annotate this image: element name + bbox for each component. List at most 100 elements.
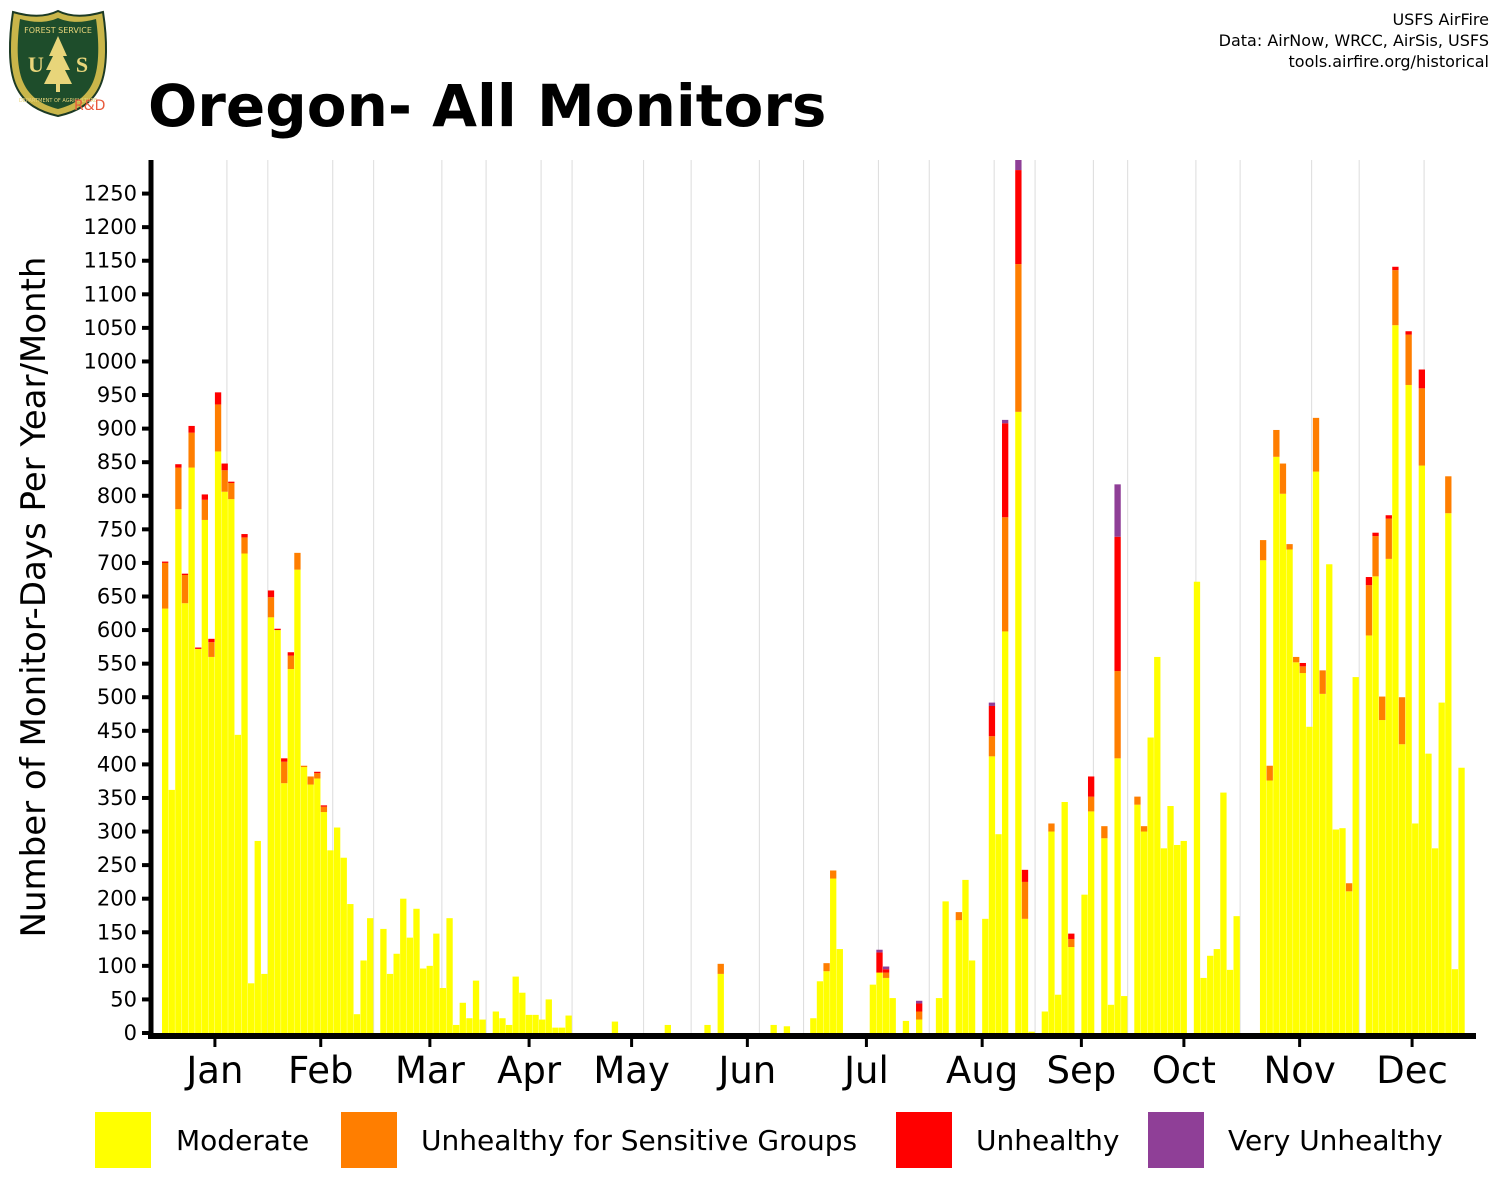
bar-segment-very-unhealthy (1015, 160, 1022, 171)
y-tick-label: 850 (97, 450, 137, 474)
bar-segment-moderate (472, 980, 480, 1033)
bar-segment-moderate (459, 1002, 466, 1033)
bar-segment-unhealthy-for-sensitive-groups (1293, 656, 1300, 663)
bar-segment-very-unhealthy (1002, 419, 1009, 424)
bar-segment-moderate (1379, 720, 1386, 1033)
bar-segment-moderate (1121, 996, 1128, 1033)
bar-segment-moderate (935, 998, 943, 1033)
bar-segment-moderate (704, 1024, 711, 1033)
bar-segment-moderate (1041, 1011, 1048, 1033)
bar-segment-moderate (380, 928, 387, 1033)
bar-segment-unhealthy (1418, 369, 1426, 389)
bar-segment-moderate (869, 984, 877, 1033)
bar-segment-moderate (1438, 702, 1445, 1033)
bar-segment-unhealthy (274, 628, 281, 631)
logo-rd-label: R&D (74, 98, 106, 114)
bar-segment-moderate (1332, 829, 1340, 1033)
bar-segment-moderate (1312, 471, 1320, 1034)
bar-segment-unhealthy-for-sensitive-groups (1140, 826, 1148, 832)
y-tick-label: 1200 (84, 215, 137, 239)
bar-segment-moderate (1445, 513, 1452, 1033)
bar-segment-moderate (823, 971, 830, 1033)
bar-segment-unhealthy-for-sensitive-groups (1015, 264, 1022, 412)
bar-segment-unhealthy (281, 758, 288, 762)
bar-segment-moderate (1345, 891, 1353, 1033)
bar-segment-unhealthy (214, 392, 222, 405)
legend-label-unhealthy: Unhealthy (976, 1124, 1120, 1157)
grid-lines (226, 160, 1425, 1033)
bar-segment-unhealthy (195, 647, 202, 649)
bar-segment-unhealthy-for-sensitive-groups (228, 483, 235, 500)
bar-segment-moderate (228, 499, 235, 1033)
bar-segment-moderate (1081, 894, 1088, 1033)
legend-label-very-unhealthy: Very Unhealthy (1228, 1124, 1443, 1157)
bar-segment-unhealthy (1068, 933, 1075, 939)
y-tick-label: 1100 (84, 282, 137, 306)
bar-segment-moderate (1299, 673, 1306, 1033)
bar-segment-moderate (247, 983, 255, 1033)
bar-segment-moderate (201, 519, 208, 1033)
chart-title: Oregon- All Monitors (148, 72, 827, 140)
bar-segment-very-unhealthy (988, 702, 996, 706)
bar-segment-moderate (1418, 465, 1426, 1033)
bar-segment-moderate (1140, 831, 1148, 1033)
bar-segment-moderate (1061, 801, 1068, 1033)
y-tick-label: 200 (97, 887, 137, 911)
bar-segment-moderate (327, 850, 334, 1033)
bar-segment-moderate (1286, 549, 1293, 1033)
y-tick-label: 750 (97, 517, 137, 541)
bar-segment-moderate (810, 1018, 817, 1033)
bar-segment-moderate (1220, 792, 1227, 1033)
bar-segment-moderate (1259, 560, 1267, 1033)
legend-swatch-moderate (95, 1112, 151, 1168)
bar-segment-unhealthy (1385, 515, 1392, 519)
bar-segment-moderate (208, 656, 215, 1033)
bar-segment-moderate (1398, 744, 1406, 1033)
bar-segment-unhealthy-for-sensitive-groups (1418, 388, 1426, 466)
bar-segment-unhealthy-for-sensitive-groups (1286, 544, 1293, 550)
bar-segment-moderate (512, 976, 519, 1033)
bar-segment-moderate (446, 918, 453, 1033)
bar-segment-unhealthy (314, 771, 321, 774)
bar-segment-moderate (241, 553, 248, 1033)
bar-segment-unhealthy-for-sensitive-groups (1379, 696, 1386, 721)
bar-segment-moderate (386, 973, 394, 1033)
bar-segment-moderate (902, 1020, 910, 1033)
bar-segment-unhealthy-for-sensitive-groups (1068, 938, 1075, 948)
bar-segment-moderate (294, 569, 301, 1033)
legend: Moderate Unhealthy for Sensitive Groups … (0, 1108, 1500, 1170)
bar-segment-moderate (1213, 949, 1220, 1033)
bar-segment-unhealthy-for-sensitive-groups (181, 575, 189, 604)
bar-segment-moderate (1293, 662, 1300, 1033)
y-tick-label: 650 (97, 585, 137, 609)
bar-segment-moderate (830, 878, 837, 1033)
bar-segment-unhealthy (1015, 170, 1022, 265)
bar-segment-moderate (426, 965, 433, 1033)
bar-segment-moderate (1101, 838, 1108, 1033)
y-tick-label: 350 (97, 786, 137, 810)
bar-segment-unhealthy-for-sensitive-groups (955, 912, 963, 921)
bar-segment-moderate (505, 1024, 513, 1033)
bar-segment-moderate (221, 491, 228, 1033)
bar-segment-moderate (267, 617, 275, 1033)
bar-segment-unhealthy-for-sensitive-groups (208, 642, 215, 657)
bar-segment-moderate (340, 857, 347, 1033)
bar-segment-moderate (1173, 844, 1181, 1033)
bar-segment-moderate (1405, 384, 1412, 1034)
y-axis-label: Number of Monitor-Days Per Year/Month (14, 257, 54, 938)
bar-segment-unhealthy (1002, 423, 1009, 518)
bar-segment-unhealthy-for-sensitive-groups (1372, 536, 1379, 577)
bar-segment-moderate (419, 968, 427, 1033)
bars-layer (162, 160, 1465, 1034)
bar-segment-unhealthy (1405, 331, 1412, 335)
bar-segment-moderate (1180, 840, 1187, 1033)
svg-text:U: U (28, 52, 44, 77)
bar-segment-moderate (1021, 918, 1029, 1033)
bar-segment-moderate (479, 1019, 486, 1033)
bar-segment-moderate (195, 648, 202, 1033)
bar-segment-moderate (1015, 411, 1022, 1034)
bar-segment-unhealthy-for-sensitive-groups (294, 552, 301, 570)
bar-segment-moderate (916, 1019, 923, 1033)
bar-segment-very-unhealthy (916, 1000, 923, 1004)
bar-segment-moderate (1365, 635, 1373, 1033)
